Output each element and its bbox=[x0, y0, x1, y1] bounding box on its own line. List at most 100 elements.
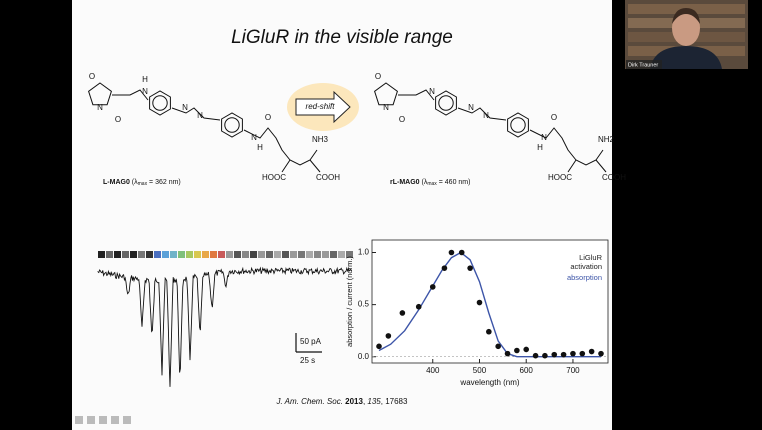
data-point bbox=[598, 350, 604, 357]
toolbar-next[interactable] bbox=[123, 416, 131, 424]
legend-text: absorption bbox=[567, 273, 602, 282]
atom-label: N bbox=[251, 133, 257, 142]
stimulus-block bbox=[226, 251, 233, 258]
stimulus-block bbox=[218, 251, 225, 258]
stimulus-block bbox=[258, 251, 265, 258]
x-tick-label: 500 bbox=[473, 366, 487, 375]
atom-label: O bbox=[89, 72, 95, 81]
data-point bbox=[376, 343, 382, 350]
data-point bbox=[588, 348, 595, 355]
y-tick-label: 1.0 bbox=[358, 248, 370, 257]
scale-current: 50 pA bbox=[300, 337, 322, 346]
atom-label: H bbox=[257, 143, 263, 152]
atom-label: N bbox=[483, 111, 489, 120]
atom-label: N bbox=[142, 87, 148, 96]
data-point bbox=[514, 347, 520, 354]
lambda-value: = 460 nm) bbox=[437, 179, 471, 186]
data-point bbox=[467, 265, 473, 271]
absorption-line bbox=[378, 251, 601, 358]
lambda: (λ bbox=[422, 179, 428, 186]
bond bbox=[243, 127, 318, 166]
stimulus-block bbox=[314, 251, 321, 258]
data-point bbox=[551, 351, 558, 358]
molecule-name: rL-MAG0 bbox=[390, 179, 420, 186]
citation: J. Am. Chem. Soc. 2013, 135, 17683 bbox=[276, 397, 408, 406]
toolbar-slides[interactable] bbox=[99, 416, 107, 424]
x-axis-label: wavelength (nm) bbox=[459, 378, 519, 387]
data-point bbox=[570, 350, 576, 357]
bond bbox=[112, 89, 149, 101]
atom-label: H bbox=[537, 143, 543, 152]
atom-label: NH2 bbox=[598, 135, 615, 144]
atom-label: N bbox=[182, 103, 188, 112]
ring-inner bbox=[510, 117, 526, 133]
data-point bbox=[532, 352, 539, 359]
atom-label: O bbox=[115, 115, 121, 124]
atom-label: N bbox=[429, 87, 435, 96]
toolbar-zoom[interactable] bbox=[111, 416, 119, 424]
stimulus-block bbox=[138, 251, 145, 258]
stimulus-block bbox=[178, 251, 185, 258]
name-tag bbox=[626, 60, 662, 69]
data-point bbox=[415, 303, 422, 310]
slide-toolbar bbox=[75, 416, 131, 424]
atom-label: N bbox=[97, 103, 103, 112]
atom-label: HOOC bbox=[262, 173, 286, 182]
lambda-value: = 362 nm) bbox=[147, 179, 181, 186]
y-tick-label: 0.5 bbox=[358, 300, 370, 309]
stimulus-block bbox=[130, 251, 137, 258]
current-trace bbox=[97, 251, 353, 387]
ring-inner bbox=[438, 95, 454, 111]
chart: 400 500 600 700 0.0 0.5 1.0 wavelength (nm) abso… bbox=[345, 239, 609, 387]
molecule-label: L-MAG0 (λmax = 362 nm) bbox=[103, 179, 181, 187]
stimulus-block bbox=[162, 251, 169, 258]
stimulus-block bbox=[242, 251, 249, 258]
y-tick-label: 0.0 bbox=[358, 352, 370, 361]
trace-line bbox=[97, 266, 353, 387]
stimulus-block bbox=[306, 251, 313, 258]
arrow-label: red-shift bbox=[306, 102, 336, 111]
stimulus-block bbox=[154, 251, 161, 258]
molecule-name: L-MAG0 bbox=[103, 179, 130, 186]
stimulus-block bbox=[202, 251, 209, 258]
participant-name: Dirk Trauner bbox=[628, 62, 658, 68]
stimulus-block bbox=[106, 251, 113, 258]
ring-inner bbox=[152, 95, 168, 111]
slide-title: LiGluR in the visible range bbox=[231, 27, 453, 48]
lambda-sub: max bbox=[427, 181, 437, 187]
bond bbox=[398, 89, 435, 101]
data-point bbox=[476, 299, 483, 306]
atom-label: O bbox=[399, 115, 405, 124]
legend-text: LiGluR bbox=[579, 253, 603, 262]
stimulus-block bbox=[250, 251, 257, 258]
data-point bbox=[560, 351, 567, 358]
bond bbox=[567, 159, 607, 173]
stimulus-block bbox=[234, 251, 241, 258]
stimulus-block bbox=[146, 251, 153, 258]
citation-pages: , 17683 bbox=[381, 397, 408, 406]
citation-journal: J. Am. Chem. Soc. bbox=[276, 397, 343, 406]
atom-label: HOOC bbox=[548, 173, 572, 182]
atom-label: H bbox=[142, 75, 148, 84]
bond bbox=[281, 159, 321, 173]
bond bbox=[529, 127, 604, 166]
data-point bbox=[486, 328, 492, 335]
atom-label: N bbox=[468, 103, 474, 112]
stimulus-block bbox=[290, 251, 297, 258]
stimulus-block bbox=[330, 251, 337, 258]
stimulus-block bbox=[346, 251, 353, 258]
data-point bbox=[542, 352, 548, 359]
bond bbox=[374, 82, 398, 106]
toolbar-pen[interactable] bbox=[87, 416, 95, 424]
stimulus-block bbox=[210, 251, 217, 258]
toolbar-prev[interactable] bbox=[75, 416, 83, 424]
atom-label: O bbox=[375, 72, 381, 81]
atom-label: N bbox=[383, 103, 389, 112]
data-point bbox=[441, 265, 448, 271]
bond bbox=[435, 90, 457, 116]
ring-inner bbox=[224, 117, 240, 133]
data-point bbox=[495, 343, 501, 350]
data-point bbox=[429, 284, 436, 290]
